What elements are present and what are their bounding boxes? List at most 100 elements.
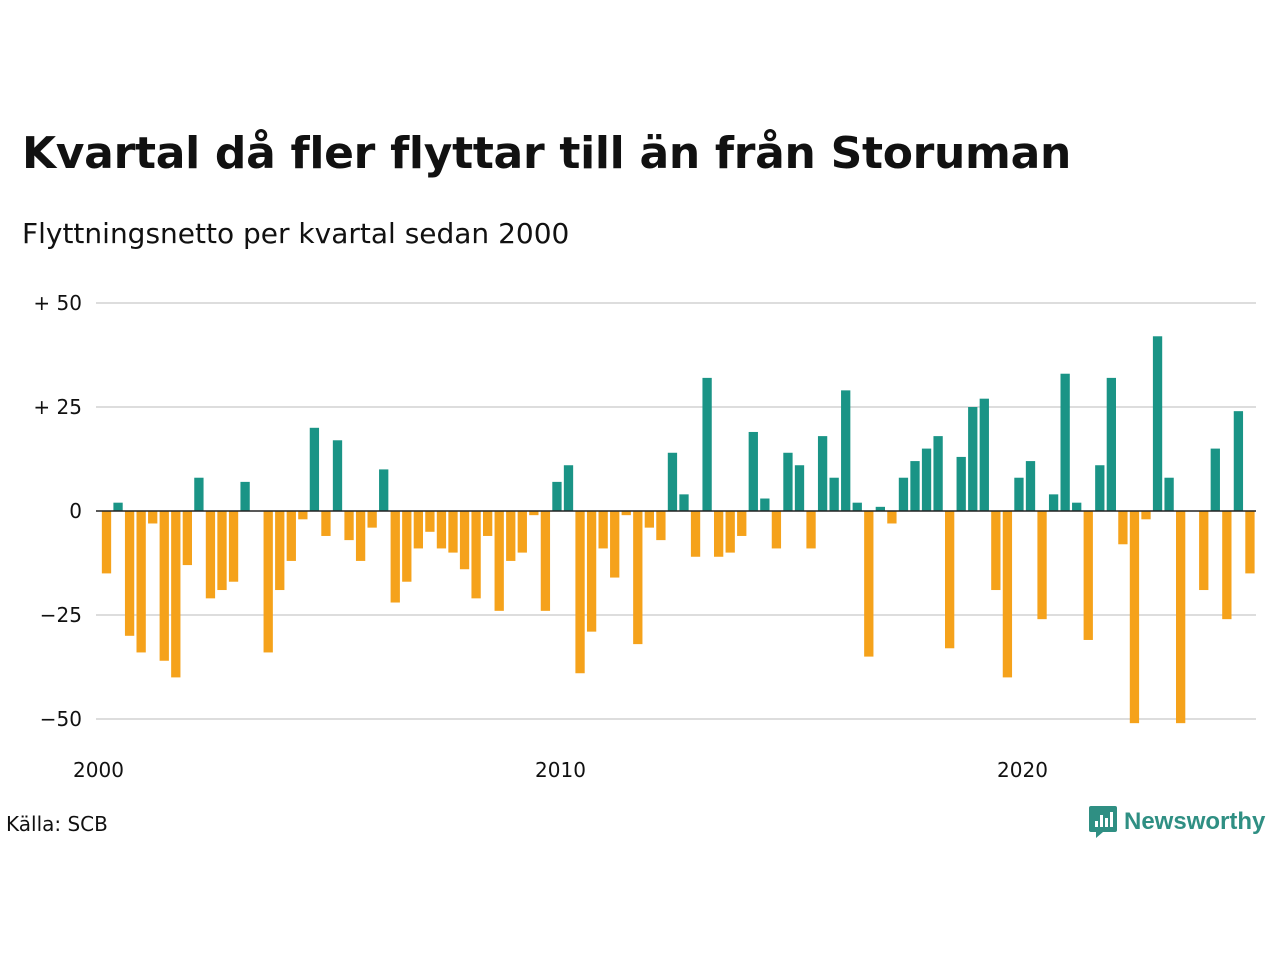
bar — [517, 511, 527, 553]
bar — [1025, 461, 1036, 511]
bar — [309, 427, 320, 511]
bar — [933, 436, 943, 511]
bar — [968, 407, 978, 511]
bar — [1106, 377, 1116, 511]
bar — [448, 511, 458, 553]
bar — [1176, 511, 1186, 724]
bar — [679, 494, 689, 511]
bar — [725, 511, 735, 553]
bar — [956, 456, 966, 511]
bar — [217, 511, 227, 591]
x-tick-label: 2010 — [535, 758, 586, 782]
bar — [760, 498, 770, 511]
y-tick-label: + 50 — [33, 291, 82, 315]
bar — [979, 398, 989, 511]
chart-subtitle: Flyttningsnetto per kvartal sedan 2000 — [22, 217, 570, 250]
bar — [714, 511, 724, 557]
source-note: Källa: SCB — [6, 812, 108, 836]
bar — [1164, 477, 1174, 511]
bar — [991, 511, 1001, 591]
bar — [390, 511, 400, 603]
bar — [205, 511, 216, 599]
bar — [194, 477, 204, 511]
bar — [136, 511, 146, 653]
bar — [1002, 511, 1013, 678]
bar — [332, 440, 343, 511]
x-axis-labels: 2000 2010 2020 — [73, 758, 1048, 782]
bar — [367, 511, 377, 528]
bar — [436, 511, 447, 549]
bar — [563, 465, 574, 511]
bar — [841, 390, 851, 511]
bar — [506, 511, 516, 561]
bar — [586, 511, 597, 632]
bar — [355, 511, 366, 561]
bar — [113, 502, 123, 511]
bar — [1060, 373, 1070, 511]
bar — [1199, 511, 1209, 591]
bar — [875, 506, 885, 511]
bar — [610, 511, 620, 578]
y-tick-label: −50 — [40, 707, 82, 731]
bar — [540, 511, 551, 611]
bar — [1014, 477, 1024, 511]
bar — [1141, 511, 1151, 520]
bar — [159, 511, 169, 661]
bar — [910, 461, 920, 511]
bar — [771, 511, 782, 549]
newsworthy-logo: Newsworthy — [1088, 804, 1265, 840]
y-tick-label: + 25 — [33, 395, 82, 419]
bar — [806, 511, 816, 549]
bar — [633, 511, 643, 645]
bar — [1152, 336, 1163, 511]
bar — [817, 436, 828, 511]
bar — [794, 465, 805, 511]
y-tick-label: −25 — [40, 603, 82, 627]
bar — [529, 511, 539, 516]
bar — [887, 511, 897, 524]
bar — [379, 469, 389, 511]
bar — [852, 502, 862, 511]
bar — [552, 481, 562, 511]
bar — [483, 511, 493, 536]
bar — [598, 511, 608, 549]
bar — [921, 448, 932, 511]
bar — [575, 511, 585, 674]
x-tick-label: 2000 — [73, 758, 124, 782]
bar — [1083, 511, 1093, 640]
bar — [1072, 502, 1082, 511]
bar — [656, 511, 666, 541]
bar — [1222, 511, 1232, 620]
bar — [783, 452, 793, 511]
bar — [402, 511, 412, 582]
bar — [1129, 511, 1140, 724]
y-tick-label: 0 — [69, 499, 82, 523]
bar — [286, 511, 296, 561]
bar — [667, 452, 678, 511]
y-axis-labels: + 50 + 25 0 −25 −50 — [33, 291, 82, 731]
bar — [459, 511, 470, 570]
bar — [690, 511, 701, 557]
x-tick-label: 2020 — [997, 758, 1048, 782]
bar — [864, 511, 874, 657]
bar — [702, 377, 712, 511]
bar — [124, 511, 135, 636]
bar — [425, 511, 435, 532]
bar — [945, 511, 955, 649]
bar — [1233, 411, 1244, 511]
bar — [263, 511, 273, 653]
bar — [240, 481, 250, 511]
bar — [1095, 465, 1105, 511]
bar — [148, 511, 158, 524]
bar — [621, 511, 631, 516]
bar — [494, 511, 504, 611]
bar — [748, 431, 758, 511]
brand-name: Newsworthy — [1124, 808, 1266, 835]
bar — [321, 511, 331, 536]
bar — [298, 511, 308, 520]
bar — [182, 511, 192, 566]
chart-title: Kvartal då fler flyttar till än från Sto… — [22, 128, 1072, 179]
newsworthy-chat-chart-icon — [1089, 806, 1117, 838]
bar — [829, 477, 839, 511]
bar — [898, 477, 909, 511]
